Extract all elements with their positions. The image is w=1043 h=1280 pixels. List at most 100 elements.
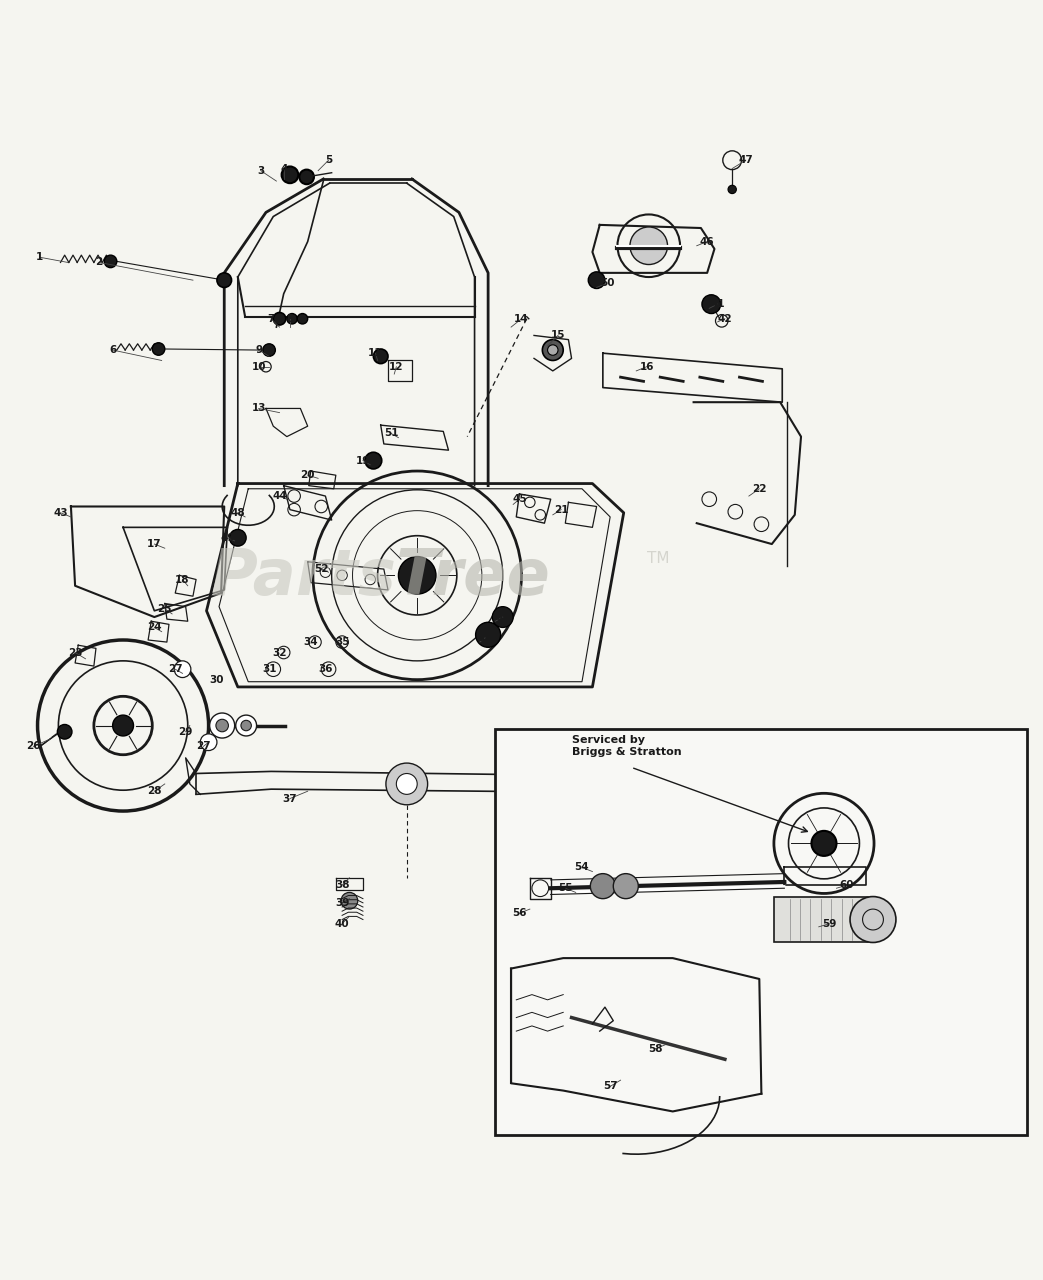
Circle shape xyxy=(217,273,232,288)
Circle shape xyxy=(57,724,72,739)
Text: 32: 32 xyxy=(272,648,287,658)
Circle shape xyxy=(850,896,896,942)
Text: 60: 60 xyxy=(840,881,854,890)
Text: 39: 39 xyxy=(335,897,349,908)
Text: 6: 6 xyxy=(110,346,116,355)
Circle shape xyxy=(229,530,246,547)
Circle shape xyxy=(263,344,275,356)
Text: 10: 10 xyxy=(251,362,266,371)
Circle shape xyxy=(241,721,251,731)
Circle shape xyxy=(398,557,436,594)
Text: 19: 19 xyxy=(356,456,370,466)
Circle shape xyxy=(548,344,558,356)
Text: 45: 45 xyxy=(512,494,527,504)
Text: 25: 25 xyxy=(157,604,172,613)
Circle shape xyxy=(630,227,668,265)
Text: 22: 22 xyxy=(752,484,767,494)
Text: 5: 5 xyxy=(325,155,332,165)
Text: 12: 12 xyxy=(389,362,404,371)
Circle shape xyxy=(216,719,228,732)
Text: 55: 55 xyxy=(558,883,573,893)
Text: 43: 43 xyxy=(53,508,68,517)
Circle shape xyxy=(386,763,428,805)
Circle shape xyxy=(702,294,721,314)
Text: 7: 7 xyxy=(267,314,275,324)
Text: 27: 27 xyxy=(196,741,211,751)
Circle shape xyxy=(236,716,257,736)
Text: 11: 11 xyxy=(368,348,383,358)
Text: Serviced by
Briggs & Stratton: Serviced by Briggs & Stratton xyxy=(572,735,681,756)
Circle shape xyxy=(282,166,298,183)
Text: 8: 8 xyxy=(287,314,293,324)
Text: 29: 29 xyxy=(178,727,193,737)
Text: 50: 50 xyxy=(600,278,614,288)
Text: 13: 13 xyxy=(251,403,266,413)
Circle shape xyxy=(273,312,286,325)
Circle shape xyxy=(152,343,165,356)
Text: 51: 51 xyxy=(384,429,398,439)
Circle shape xyxy=(542,339,563,361)
Text: Parts: Parts xyxy=(211,547,396,608)
Text: 41: 41 xyxy=(710,300,725,310)
Circle shape xyxy=(200,733,217,750)
Text: 27: 27 xyxy=(168,664,183,675)
Text: 17: 17 xyxy=(147,539,162,549)
Text: 38: 38 xyxy=(335,881,349,890)
Text: 46: 46 xyxy=(700,237,714,247)
Text: 58: 58 xyxy=(648,1044,662,1053)
Text: 23: 23 xyxy=(68,648,82,658)
Text: 34: 34 xyxy=(304,637,318,648)
Text: Tree: Tree xyxy=(396,547,551,608)
Text: 54: 54 xyxy=(575,863,589,873)
Text: 16: 16 xyxy=(639,362,654,371)
Text: 31: 31 xyxy=(262,664,276,675)
Text: 3: 3 xyxy=(258,165,264,175)
Circle shape xyxy=(811,831,836,856)
Text: 37: 37 xyxy=(283,794,297,804)
Text: 14: 14 xyxy=(514,314,529,324)
Text: 33: 33 xyxy=(478,632,492,643)
Text: 21: 21 xyxy=(554,504,568,515)
Circle shape xyxy=(590,874,615,899)
Text: 30: 30 xyxy=(210,675,224,685)
Circle shape xyxy=(588,271,605,288)
Circle shape xyxy=(476,622,501,648)
Bar xyxy=(774,896,868,942)
Circle shape xyxy=(210,713,235,739)
Text: 47: 47 xyxy=(738,155,753,165)
Circle shape xyxy=(373,349,388,364)
Text: 57: 57 xyxy=(603,1082,617,1092)
Text: 36: 36 xyxy=(318,664,333,675)
Text: 15: 15 xyxy=(551,330,565,340)
Circle shape xyxy=(396,773,417,795)
Text: 9: 9 xyxy=(256,346,262,355)
Text: 26: 26 xyxy=(26,741,41,751)
Text: 56: 56 xyxy=(512,909,527,918)
Circle shape xyxy=(297,314,308,324)
Circle shape xyxy=(728,186,736,193)
Text: TM: TM xyxy=(647,552,670,566)
Text: 28: 28 xyxy=(147,786,162,796)
Circle shape xyxy=(365,452,382,468)
Circle shape xyxy=(287,314,297,324)
Text: 20: 20 xyxy=(300,470,315,480)
Text: 40: 40 xyxy=(335,919,349,929)
Circle shape xyxy=(613,874,638,899)
Circle shape xyxy=(299,170,314,184)
Text: 4: 4 xyxy=(280,164,288,174)
Circle shape xyxy=(341,892,358,909)
Text: 53: 53 xyxy=(495,612,510,622)
Text: 48: 48 xyxy=(231,508,245,517)
Circle shape xyxy=(492,607,513,627)
Text: 24: 24 xyxy=(147,622,162,632)
Text: 49: 49 xyxy=(220,532,235,543)
Text: 35: 35 xyxy=(335,637,349,648)
Bar xyxy=(495,728,1027,1135)
Text: 44: 44 xyxy=(272,492,287,500)
Circle shape xyxy=(113,716,134,736)
Text: 59: 59 xyxy=(822,919,836,929)
Text: 52: 52 xyxy=(314,564,329,573)
Text: 1: 1 xyxy=(37,252,43,262)
Text: 2: 2 xyxy=(96,257,102,268)
Circle shape xyxy=(174,660,191,677)
